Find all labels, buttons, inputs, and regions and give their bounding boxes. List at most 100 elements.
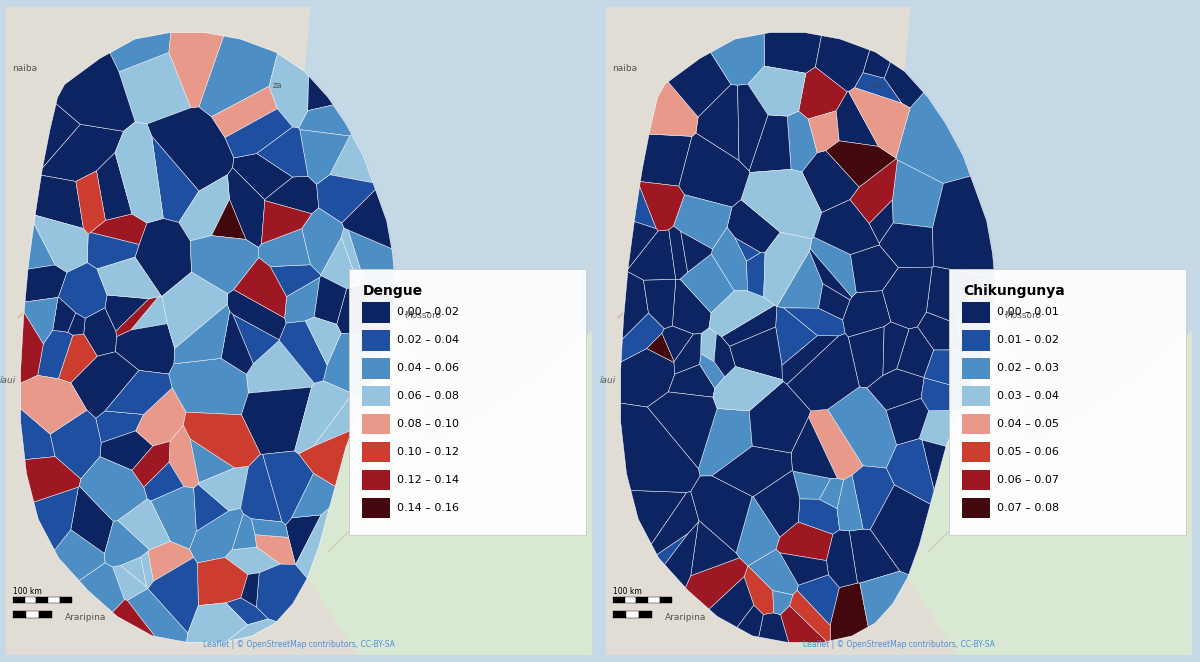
Polygon shape	[148, 541, 193, 581]
Polygon shape	[787, 334, 859, 411]
Text: Leaflet | © OpenStreetMap contributors, CC-BY-SA: Leaflet | © OpenStreetMap contributors, …	[203, 640, 395, 649]
Polygon shape	[802, 150, 859, 213]
Polygon shape	[773, 591, 793, 614]
Polygon shape	[226, 109, 293, 158]
Polygon shape	[20, 375, 86, 434]
Polygon shape	[679, 133, 750, 207]
Polygon shape	[37, 330, 73, 379]
Polygon shape	[299, 105, 352, 136]
Polygon shape	[228, 167, 265, 248]
Polygon shape	[740, 169, 822, 239]
Polygon shape	[647, 392, 718, 469]
Polygon shape	[649, 82, 698, 136]
Polygon shape	[162, 272, 228, 348]
Polygon shape	[926, 266, 979, 324]
Text: 0.03 – 0.04: 0.03 – 0.04	[997, 391, 1060, 401]
Polygon shape	[673, 195, 732, 249]
Polygon shape	[76, 171, 106, 234]
Polygon shape	[79, 563, 125, 612]
Bar	[962, 414, 990, 434]
Polygon shape	[869, 200, 893, 244]
Polygon shape	[809, 409, 863, 480]
Text: 50 mi: 50 mi	[613, 611, 635, 620]
Polygon shape	[780, 606, 827, 642]
Text: 0.04 – 0.05: 0.04 – 0.05	[997, 420, 1060, 430]
Bar	[626, 611, 638, 618]
Text: 100 km: 100 km	[613, 587, 642, 596]
Polygon shape	[744, 566, 774, 614]
Polygon shape	[749, 381, 811, 453]
Polygon shape	[169, 425, 199, 488]
Polygon shape	[34, 215, 88, 272]
Polygon shape	[113, 600, 155, 636]
Polygon shape	[140, 551, 154, 589]
Polygon shape	[240, 454, 282, 522]
Polygon shape	[118, 499, 170, 549]
Text: 0.05 – 0.06: 0.05 – 0.06	[997, 448, 1060, 457]
Bar	[362, 387, 390, 406]
Polygon shape	[197, 557, 248, 606]
Polygon shape	[748, 66, 806, 116]
Polygon shape	[818, 284, 850, 320]
Polygon shape	[305, 317, 341, 365]
Polygon shape	[59, 334, 97, 383]
Text: 0.06 – 0.07: 0.06 – 0.07	[997, 475, 1060, 485]
Polygon shape	[793, 471, 830, 499]
Polygon shape	[100, 431, 152, 470]
Polygon shape	[53, 297, 76, 332]
Text: 0.10 – 0.12: 0.10 – 0.12	[397, 448, 460, 457]
Polygon shape	[227, 619, 276, 641]
Polygon shape	[241, 573, 259, 607]
Polygon shape	[234, 258, 287, 318]
Polygon shape	[337, 285, 395, 336]
Text: Leaflet | © OpenStreetMap contributors, CC-BY-SA: Leaflet | © OpenStreetMap contributors, …	[803, 640, 995, 649]
Text: 50 mi: 50 mi	[13, 611, 35, 620]
Polygon shape	[121, 557, 146, 587]
Polygon shape	[54, 530, 106, 581]
Polygon shape	[96, 411, 144, 443]
Bar	[362, 442, 390, 463]
Polygon shape	[71, 352, 139, 418]
Polygon shape	[262, 201, 312, 244]
Polygon shape	[905, 7, 1192, 448]
Polygon shape	[842, 291, 890, 337]
Polygon shape	[233, 314, 280, 364]
Polygon shape	[20, 312, 43, 383]
Polygon shape	[748, 549, 798, 595]
Polygon shape	[746, 252, 766, 297]
Polygon shape	[263, 451, 313, 525]
Polygon shape	[620, 32, 996, 642]
Polygon shape	[198, 466, 248, 511]
Polygon shape	[221, 311, 253, 374]
Polygon shape	[709, 577, 754, 628]
Text: Chikungunya: Chikungunya	[964, 284, 1064, 299]
Polygon shape	[698, 408, 752, 476]
Text: 0.01 – 0.02: 0.01 – 0.02	[997, 336, 1060, 346]
Polygon shape	[110, 32, 170, 72]
Polygon shape	[623, 271, 648, 339]
Polygon shape	[233, 154, 293, 199]
Bar	[13, 611, 26, 618]
Polygon shape	[851, 245, 899, 293]
Polygon shape	[860, 571, 908, 627]
Polygon shape	[264, 176, 319, 214]
Bar	[362, 498, 390, 518]
Polygon shape	[71, 486, 113, 553]
Bar	[38, 611, 52, 618]
Polygon shape	[232, 514, 257, 549]
Bar	[60, 597, 72, 604]
Polygon shape	[758, 613, 788, 642]
Polygon shape	[882, 267, 932, 329]
Bar	[613, 597, 625, 604]
Polygon shape	[313, 394, 365, 446]
Polygon shape	[787, 111, 817, 172]
Polygon shape	[701, 328, 716, 361]
Polygon shape	[179, 175, 229, 241]
Polygon shape	[780, 553, 828, 585]
Polygon shape	[635, 187, 656, 228]
Polygon shape	[848, 87, 910, 158]
Polygon shape	[295, 508, 330, 579]
Polygon shape	[257, 564, 307, 622]
Polygon shape	[736, 496, 780, 566]
Polygon shape	[782, 336, 839, 385]
